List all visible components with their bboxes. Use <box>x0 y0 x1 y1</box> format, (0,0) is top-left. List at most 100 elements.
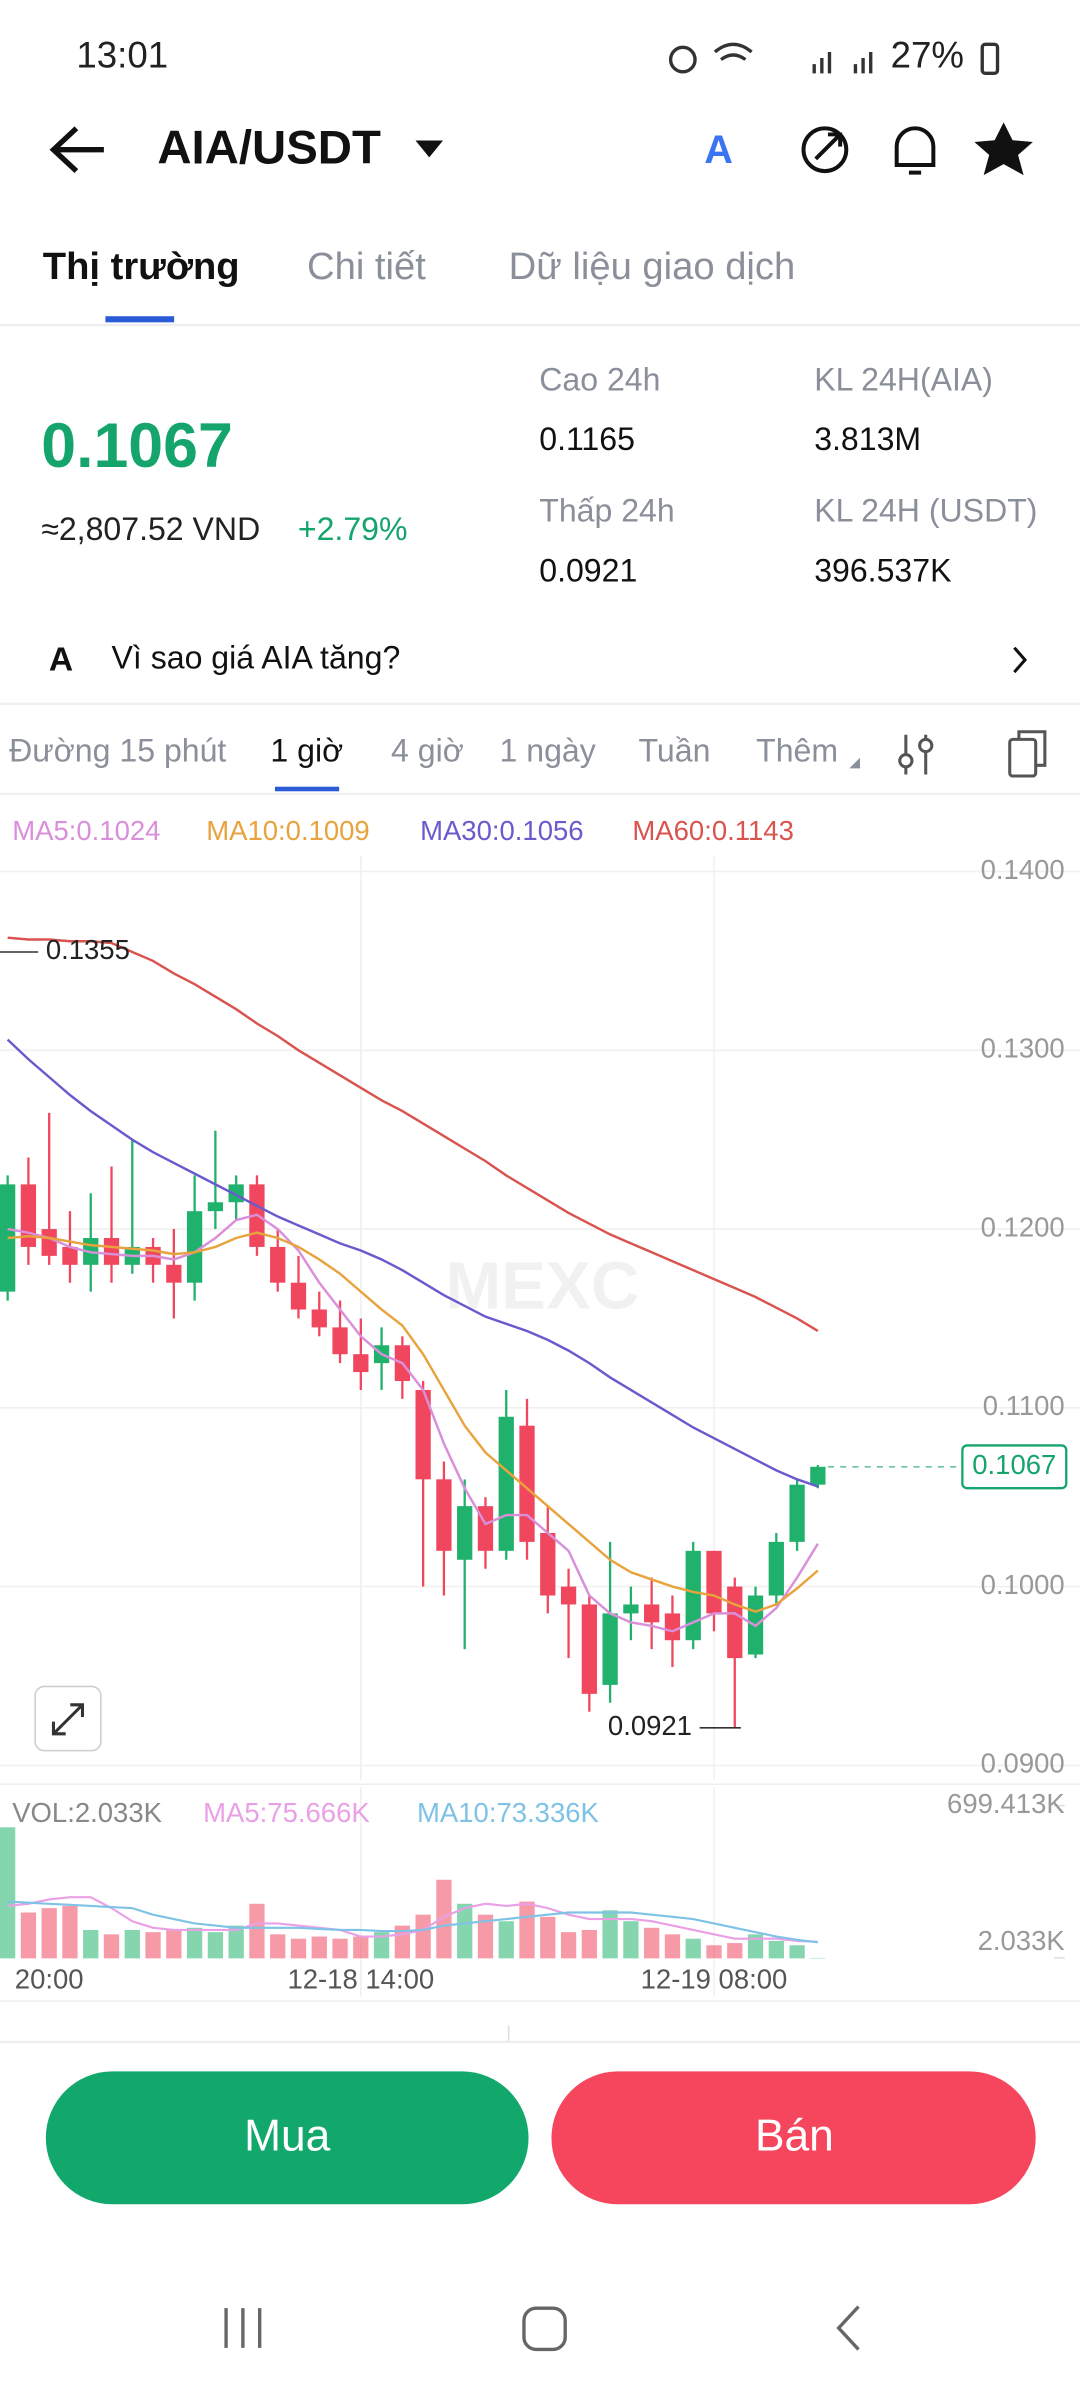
chart-tools[interactable] <box>898 730 1047 778</box>
candle-body <box>644 1604 660 1623</box>
volume-bar <box>602 1910 618 1959</box>
volume-bar <box>0 1827 16 1959</box>
volume-bar <box>789 1945 805 1959</box>
candle-body <box>415 1389 431 1480</box>
candle-body <box>664 1613 681 1641</box>
candle-body <box>519 1425 535 1542</box>
candle-body <box>789 1484 805 1542</box>
volume-bar <box>207 1932 224 1959</box>
volume-bar <box>436 1879 452 1959</box>
clock: 13:01 <box>76 35 168 76</box>
status-icons <box>668 42 1000 76</box>
tab-indicator <box>105 316 175 323</box>
y-tick-label: 0.1100 <box>983 1390 1065 1421</box>
watermark: MEXC <box>445 1249 639 1324</box>
expand-icon[interactable] <box>51 1703 85 1736</box>
candle-body <box>810 1466 826 1485</box>
volume-bar <box>727 1943 743 1959</box>
ma-legend: MA30:0.1056 <box>420 815 583 846</box>
tab[interactable]: Dữ liệu giao dịch <box>509 245 796 288</box>
y-tick-label: 0.1300 <box>981 1033 1065 1064</box>
volume-bar <box>228 1925 244 1959</box>
battery: 27% <box>891 35 964 76</box>
interval[interactable]: Thêm <box>756 733 838 769</box>
volume-bar <box>685 1938 701 1959</box>
volume-bar <box>560 1932 577 1959</box>
stat-value: 396.537K <box>814 552 952 588</box>
more-caret[interactable] <box>849 757 861 769</box>
candle-body <box>685 1550 701 1641</box>
x-tick-label: 20:00 <box>15 1964 84 1995</box>
tab[interactable]: Chi tiết <box>307 245 426 288</box>
volume-bar <box>768 1940 784 1959</box>
ma-line <box>7 1213 819 1633</box>
x-tick-label: 12-19 08:00 <box>641 1964 788 1995</box>
candle-body <box>540 1532 556 1596</box>
last-price-box <box>961 1444 1068 1490</box>
divider <box>0 792 1080 796</box>
stat-label: Thấp 24h <box>539 493 674 529</box>
volume-bar <box>83 1929 99 1959</box>
ai-banner[interactable]: Vì sao giá AIA tăng? <box>112 639 401 675</box>
candle-body <box>581 1604 597 1694</box>
interval-indicator <box>274 786 340 792</box>
last-price-label: 0.1067 <box>972 1449 1056 1480</box>
chevron[interactable] <box>1013 646 1028 674</box>
candle-body <box>186 1211 203 1283</box>
candle-body <box>560 1586 577 1605</box>
volume-ma-line <box>7 1896 818 1943</box>
volume-bar <box>311 1936 327 1959</box>
ma-line <box>7 1231 819 1613</box>
volume-bar <box>103 1934 120 1959</box>
volume-bar <box>477 1914 494 1959</box>
volume-bar <box>124 1929 140 1959</box>
volume-bar <box>498 1921 514 1959</box>
interval[interactable]: 4 giờ <box>391 733 464 769</box>
nav-bar[interactable] <box>224 2305 860 2352</box>
volume-bar <box>41 1908 57 1959</box>
sell-label[interactable]: Bán <box>755 2111 834 2160</box>
interval[interactable]: 1 ngày <box>500 733 596 769</box>
stat-value: 3.813M <box>814 421 921 457</box>
volume-bar <box>644 1927 660 1959</box>
last-price: 0.1067 <box>41 411 233 481</box>
volume-legend: VOL:2.033K <box>12 1797 162 1828</box>
volume-bar <box>415 1914 431 1959</box>
ai-icon: A <box>49 641 73 678</box>
pair-title[interactable]: AIA/USDT <box>157 122 381 175</box>
interval[interactable]: Đường 15 phút <box>9 733 226 769</box>
tab[interactable]: Thị trường <box>43 245 240 288</box>
volume-bar <box>270 1934 286 1959</box>
interval[interactable]: Tuần <box>639 733 711 769</box>
header-icons[interactable]: A <box>704 122 1033 176</box>
pair-caret[interactable] <box>415 140 443 158</box>
volume-legend: MA5:75.666K <box>203 1797 370 1828</box>
candle-body <box>727 1586 743 1659</box>
volume-bar <box>581 1929 597 1959</box>
stat-label: KL 24H (USDT) <box>814 493 1037 529</box>
y-tick-label: 0.1400 <box>981 854 1065 885</box>
volume-ma-line <box>7 1900 818 1944</box>
volume-bar <box>186 1927 203 1959</box>
volume-bar <box>62 1905 78 1959</box>
sell-button[interactable] <box>551 2071 1036 2205</box>
back-button[interactable] <box>49 126 104 174</box>
candle-body <box>166 1264 182 1283</box>
candle-body <box>0 1184 16 1292</box>
y-tick-label: 0.1200 <box>981 1211 1065 1242</box>
candle-body <box>332 1327 348 1355</box>
candle-body <box>311 1309 327 1328</box>
candle-body <box>706 1550 722 1614</box>
buy-label[interactable]: Mua <box>244 2111 331 2160</box>
ma-line <box>6 1038 819 1488</box>
low-label: 0.0921 <box>608 1710 692 1741</box>
interval[interactable]: 1 giờ <box>270 733 343 769</box>
divider <box>0 2040 1080 2044</box>
volume-bar <box>249 1903 265 1959</box>
volume-bar <box>145 1932 161 1959</box>
buy-button[interactable] <box>45 2071 529 2205</box>
candle-body <box>436 1479 452 1551</box>
candle-body <box>207 1202 224 1212</box>
